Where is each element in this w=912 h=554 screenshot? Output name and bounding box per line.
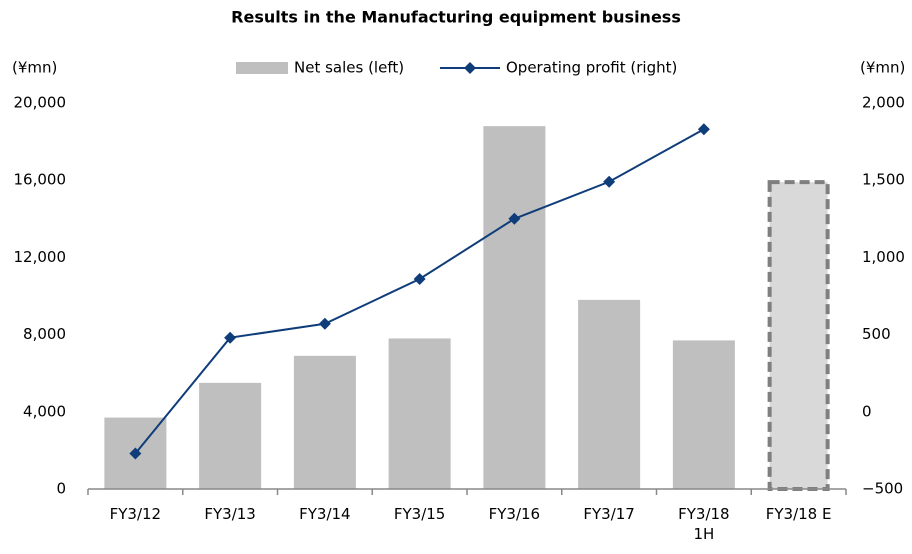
legend-swatch — [464, 62, 476, 74]
bar — [388, 338, 451, 489]
y-tick-label: 8,000 — [23, 325, 66, 343]
y2-tick-label: 500 — [862, 325, 891, 343]
y2-tick-label: 0 — [862, 402, 872, 420]
y2-tick-label: 2,000 — [862, 94, 905, 112]
x-tick-label: FY3/16 — [488, 505, 541, 523]
x-tick-label: FY3/14 — [299, 505, 351, 523]
x-tick-label: FY3/15 — [393, 505, 446, 523]
chart-title: Results in the Manufacturing equipment b… — [231, 8, 681, 27]
marker — [508, 212, 521, 225]
marker — [603, 175, 616, 188]
x-tick-label: FY3/13 — [204, 505, 256, 523]
bar — [293, 355, 356, 489]
y-tick-label: 16,000 — [14, 171, 67, 189]
x-tick-label: FY3/17 — [583, 505, 635, 523]
x-tick-label: FY3/18 E — [765, 505, 832, 523]
y2-tick-label: −500 — [862, 480, 903, 498]
legend-label: Operating profit (right) — [506, 59, 677, 77]
bar — [578, 299, 641, 489]
bar — [767, 180, 830, 491]
y-tick-label: 0 — [56, 480, 66, 498]
x-tick-label: FY3/12 — [109, 505, 162, 523]
bar — [199, 382, 262, 489]
marker — [697, 123, 710, 136]
bar — [672, 340, 735, 489]
marker — [413, 273, 426, 286]
legend-label: Net sales (left) — [294, 59, 404, 77]
y2-axis-label: (¥mn) — [860, 59, 905, 77]
marker — [129, 447, 142, 460]
legend-swatch — [236, 62, 288, 74]
y-tick-label: 12,000 — [14, 248, 67, 266]
marker — [318, 317, 331, 330]
y-tick-label: 4,000 — [23, 402, 66, 420]
x-tick-label: FY3/18 1H — [678, 505, 730, 543]
y-axis-label: (¥mn) — [12, 59, 57, 77]
y-tick-label: 20,000 — [14, 94, 67, 112]
bar — [483, 126, 546, 489]
marker — [224, 331, 237, 344]
y2-tick-label: 1,500 — [862, 171, 905, 189]
y2-tick-label: 1,000 — [862, 248, 905, 266]
